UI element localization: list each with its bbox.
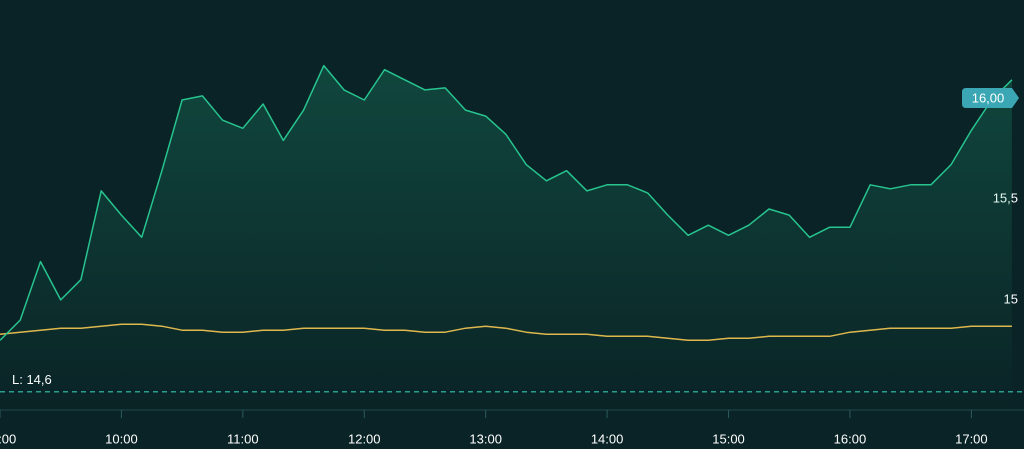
area	[0, 65, 1012, 410]
x-tick-label: 16:00	[834, 431, 867, 446]
x-tick-label: 15:00	[712, 431, 745, 446]
x-tick-label: 09:00	[0, 431, 16, 446]
x-tick-label: 14:00	[591, 431, 624, 446]
x-tick-label: 12:00	[348, 431, 381, 446]
line	[0, 64, 1013, 341]
price-tag-label: 16,00	[972, 90, 1005, 105]
x-tick-label: 10:00	[105, 431, 138, 446]
x-tick-label: 13:00	[469, 431, 502, 446]
x-tick-label: 11:00	[227, 431, 259, 446]
price-tag	[962, 87, 1019, 108]
x-tick-label: 17:00	[955, 431, 988, 446]
